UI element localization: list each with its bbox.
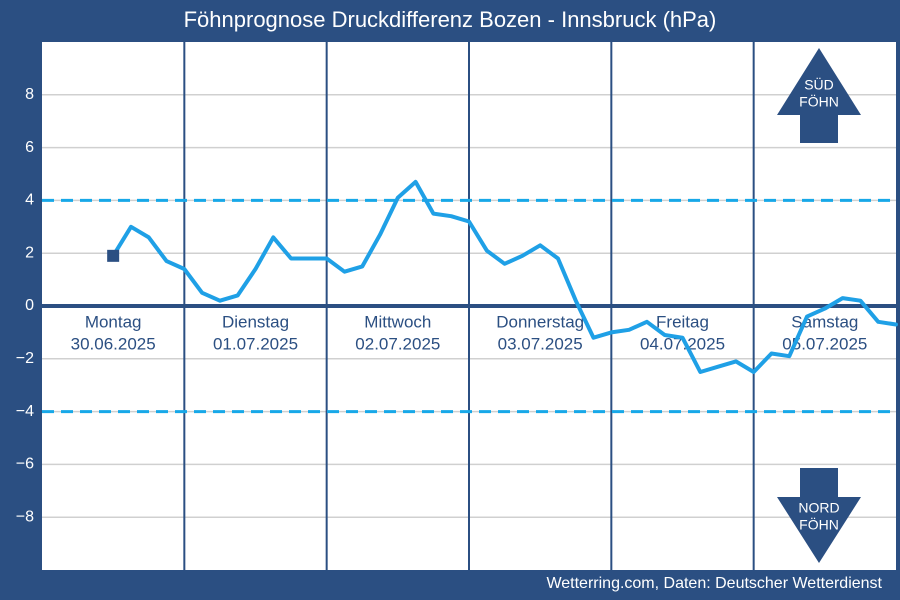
south-label: SÜD	[804, 76, 834, 93]
south-label: FÖHN	[799, 93, 839, 110]
y-tick-label: 4	[25, 192, 34, 209]
chart-title: Föhnprognose Druckdifferenz Bozen - Inns…	[184, 7, 717, 32]
y-tick-label: 8	[25, 86, 34, 103]
north-label: FÖHN	[799, 516, 839, 533]
day-name: Freitag	[656, 312, 709, 331]
day-date: 04.07.2025	[640, 334, 725, 353]
y-tick-label: 6	[25, 139, 34, 156]
day-name: Mittwoch	[364, 312, 431, 331]
day-name: Donnerstag	[496, 312, 584, 331]
y-tick-label: −4	[16, 403, 34, 420]
credit: Wetterring.com, Daten: Deutscher Wetterd…	[546, 575, 882, 592]
north-arrow	[777, 468, 861, 563]
day-date: 02.07.2025	[355, 334, 440, 353]
day-name: Montag	[85, 312, 142, 331]
day-date: 05.07.2025	[782, 334, 867, 353]
day-date: 01.07.2025	[213, 334, 298, 353]
north-label: NORD	[798, 500, 839, 516]
day-date: 30.06.2025	[71, 334, 156, 353]
line-series	[111, 179, 898, 374]
y-tick-label: −2	[16, 350, 34, 367]
y-tick-label: 0	[25, 297, 34, 314]
y-tick-label: −8	[16, 508, 34, 525]
y-tick-label: 2	[25, 244, 34, 261]
y-tick-label: −6	[16, 456, 34, 473]
day-name: Dienstag	[222, 312, 289, 331]
day-date: 03.07.2025	[498, 334, 583, 353]
start-marker	[107, 249, 120, 262]
south-arrow	[777, 48, 861, 143]
